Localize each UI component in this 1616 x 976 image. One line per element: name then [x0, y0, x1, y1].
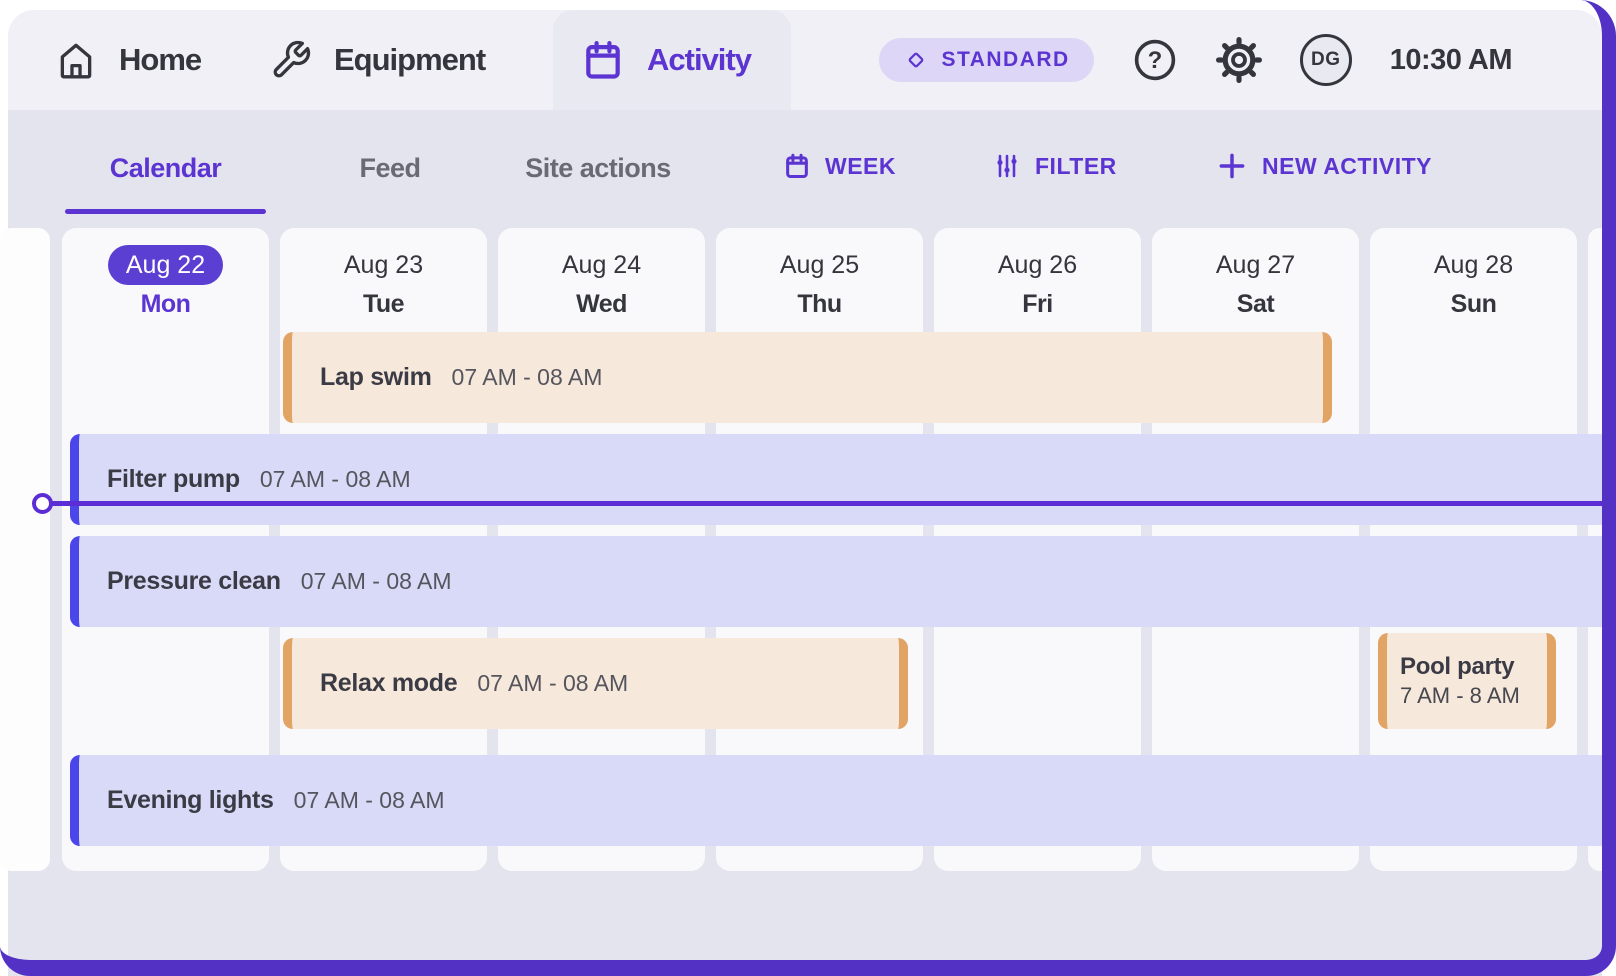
day-header[interactable]: Aug 22 Mon	[62, 228, 269, 319]
event-title: Relax mode	[320, 669, 458, 697]
day-date: Aug 25	[779, 250, 860, 279]
event-title: Filter pump	[107, 465, 240, 493]
help-icon: ?	[1132, 37, 1178, 83]
event-filter-pump[interactable]: Filter pump 07 AM - 08 AM	[70, 434, 1602, 525]
event-time: 07 AM - 08 AM	[300, 568, 452, 594]
tab-label: Feed	[359, 152, 421, 183]
clock: 10:30 AM	[1389, 43, 1513, 76]
event-time: 07 AM - 08 AM	[293, 787, 445, 813]
event-evening-lights[interactable]: Evening lights 07 AM - 08 AM	[70, 755, 1602, 846]
event-title: Pressure clean	[107, 567, 281, 595]
nav-tab-label: Home	[119, 42, 202, 77]
nav-tab-label: Activity	[647, 42, 752, 77]
week-view-button[interactable]: WEEK	[783, 134, 896, 198]
event-relax-mode[interactable]: Relax mode 07 AM - 08 AM	[283, 638, 908, 729]
day-name: Wed	[576, 290, 627, 318]
top-nav: Home Equipment Activity	[8, 10, 1602, 110]
day-header[interactable]: Aug 23 Tue	[280, 228, 487, 319]
nav-tab-equipment[interactable]: Equipment	[270, 10, 486, 110]
avatar-initials: DG	[1310, 49, 1341, 70]
event-title: Lap swim	[320, 363, 432, 391]
svg-text:?: ?	[1147, 47, 1162, 74]
day-date: Aug 27	[1215, 250, 1296, 279]
day-name: Mon	[140, 290, 191, 318]
sliders-icon	[993, 152, 1021, 180]
gear-icon	[1215, 36, 1263, 84]
help-button[interactable]: ?	[1132, 37, 1178, 83]
tab-site-actions[interactable]: Site actions	[513, 138, 683, 198]
avatar[interactable]: DG	[1299, 34, 1352, 86]
new-activity-label: NEW ACTIVITY	[1262, 152, 1432, 179]
tab-label: Site actions	[525, 152, 671, 183]
plus-icon	[1216, 150, 1248, 182]
event-pressure-clean[interactable]: Pressure clean 07 AM - 08 AM	[70, 536, 1602, 627]
plan-badge[interactable]: STANDARD	[879, 38, 1094, 82]
day-name: Thu	[797, 290, 842, 318]
filter-button[interactable]: FILTER	[993, 134, 1117, 198]
day-name: Sun	[1450, 290, 1497, 318]
current-time-dot	[32, 493, 53, 514]
tab-label: Calendar	[109, 152, 222, 183]
tab-feed[interactable]: Feed	[355, 138, 425, 198]
current-time-line	[48, 501, 1602, 506]
day-date: Aug 26	[997, 250, 1078, 279]
home-icon	[55, 39, 97, 81]
event-time: 7 AM - 8 AM	[1400, 683, 1520, 708]
plan-badge-label: STANDARD	[941, 48, 1070, 71]
event-pool-party[interactable]: Pool party 7 AM - 8 AM	[1378, 633, 1556, 729]
day-header[interactable]: Aug 24 Wed	[498, 228, 705, 319]
day-date: Aug 23	[343, 250, 424, 279]
wrench-icon	[270, 39, 312, 81]
nav-tab-home[interactable]: Home	[55, 10, 202, 110]
nav-right-group: STANDARD ?	[879, 10, 1513, 110]
event-lap-swim[interactable]: Lap swim 07 AM - 08 AM	[283, 332, 1332, 423]
new-activity-button[interactable]: NEW ACTIVITY	[1216, 134, 1432, 198]
diamond-icon	[903, 47, 929, 73]
tab-calendar[interactable]: Calendar	[65, 138, 266, 214]
event-time: 07 AM - 08 AM	[451, 364, 603, 390]
calendar-icon	[581, 38, 625, 82]
day-header[interactable]: Aug 25 Thu	[716, 228, 923, 319]
nav-tab-activity[interactable]: Activity	[553, 10, 791, 110]
day-header[interactable]: Aug 27 Sat	[1152, 228, 1359, 319]
day-header[interactable]: Aug 28 Sun	[1370, 228, 1577, 319]
day-header[interactable]: Aug 26 Fri	[934, 228, 1141, 319]
nav-tab-label: Equipment	[334, 42, 486, 77]
day-date: Aug 28	[1433, 250, 1514, 279]
week-view-label: WEEK	[825, 152, 896, 179]
calendar-left-gutter	[0, 228, 50, 871]
day-date-pill: Aug 22	[107, 245, 224, 285]
day-name: Tue	[362, 290, 405, 318]
event-title: Evening lights	[107, 786, 274, 814]
filter-label: FILTER	[1035, 152, 1117, 179]
event-time: 07 AM - 08 AM	[477, 670, 629, 696]
day-name: Fri	[1022, 290, 1053, 318]
day-name: Sat	[1236, 290, 1275, 318]
event-title: Pool party	[1400, 653, 1515, 680]
day-date: Aug 24	[561, 250, 642, 279]
settings-button[interactable]	[1215, 36, 1263, 84]
event-time: 07 AM - 08 AM	[259, 466, 411, 492]
calendar-week-icon	[783, 152, 811, 180]
